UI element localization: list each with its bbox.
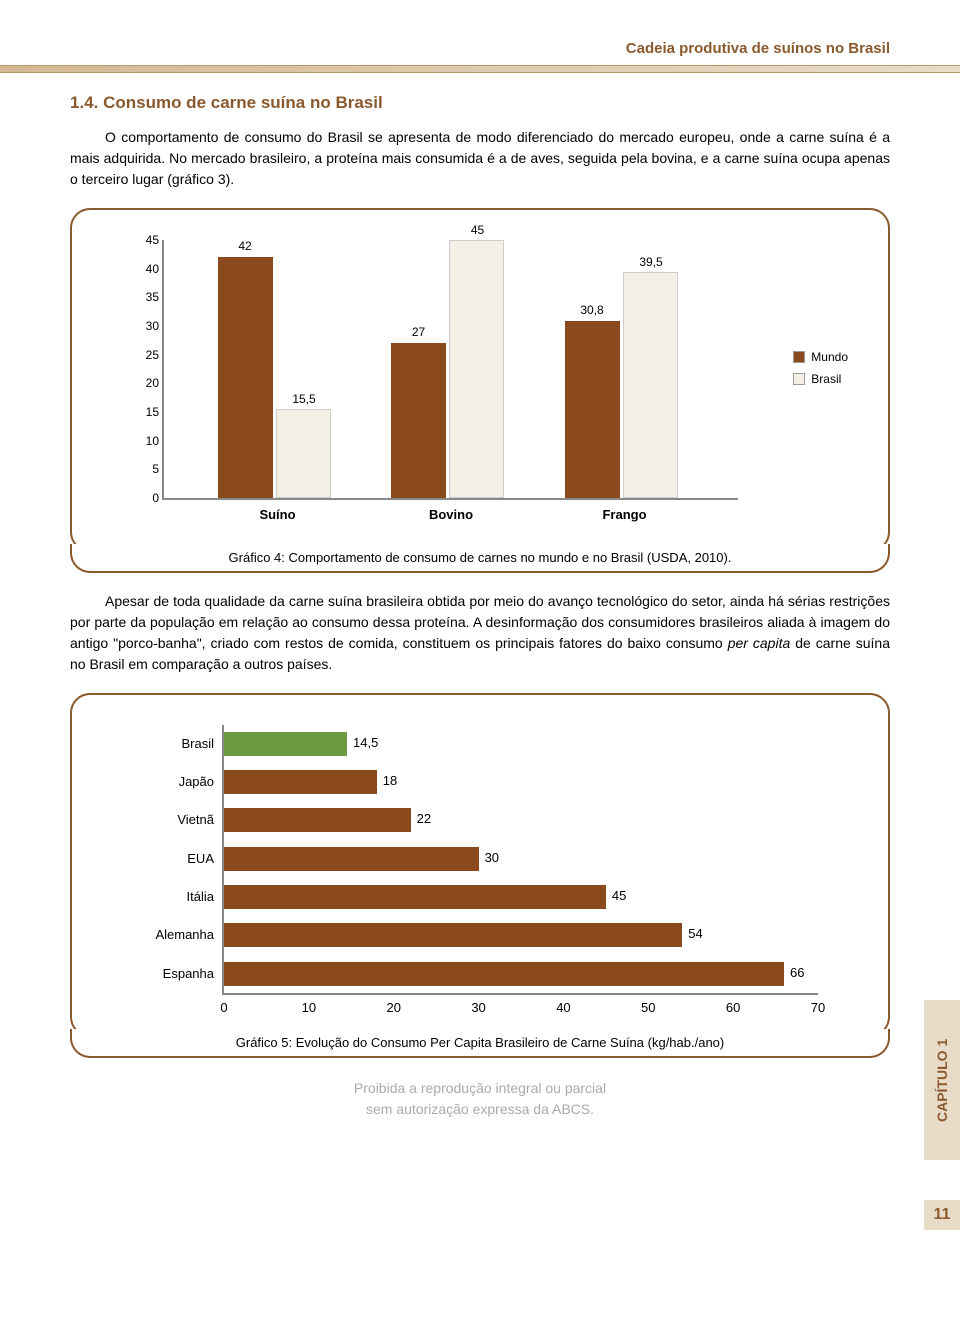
chart2-row-label: Japão (114, 770, 214, 794)
chart1-bar: 30,8 (565, 321, 620, 498)
chart2-bar (224, 732, 347, 756)
chart2-bar (224, 923, 682, 947)
section-title: 1.4. Consumo de carne suína no Brasil (70, 93, 890, 113)
chart2-value-label: 54 (688, 926, 702, 941)
chart2-xtick: 0 (220, 1000, 227, 1015)
chart1-category-label: Frango (565, 507, 685, 522)
chart1-bar-label: 15,5 (277, 392, 332, 406)
page-number: 11 (924, 1200, 960, 1230)
chart1-ytick: 30 (129, 319, 159, 333)
chart1-ytick: 5 (129, 462, 159, 476)
chart1-frame: 0510152025303540454215,5Suíno2745Bovino3… (70, 208, 890, 552)
chart1: 0510152025303540454215,5Suíno2745Bovino3… (112, 230, 848, 540)
paragraph-1: O comportamento de consumo do Brasil se … (70, 127, 890, 190)
chart2-xtick: 50 (641, 1000, 655, 1015)
chart2-bar (224, 885, 606, 909)
chart2-value-label: 30 (485, 850, 499, 865)
chart2-xtick: 60 (726, 1000, 740, 1015)
chart2-row-label: Espanha (114, 962, 214, 986)
legend-label-mundo: Mundo (811, 350, 848, 364)
chart1-bar-label: 42 (218, 239, 273, 253)
chart1-ytick: 20 (129, 376, 159, 390)
footer-line2: sem autorização expressa da ABCS. (70, 1099, 890, 1120)
chart2-bar (224, 770, 377, 794)
chart1-category-label: Bovino (391, 507, 511, 522)
chart1-ytick: 35 (129, 290, 159, 304)
chart1-ytick: 40 (129, 262, 159, 276)
chart2-row-label: EUA (114, 847, 214, 871)
chart2-value-label: 22 (417, 811, 431, 826)
legend-swatch-mundo (793, 351, 805, 363)
chart2-xtick: 20 (386, 1000, 400, 1015)
chart1-bar-label: 27 (391, 325, 446, 339)
chart2-value-label: 14,5 (353, 735, 378, 750)
chart2-xtick: 70 (811, 1000, 825, 1015)
chart2-row-label: Alemanha (114, 923, 214, 947)
chart1-ytick: 15 (129, 405, 159, 419)
chart1-bar: 42 (218, 257, 273, 498)
chart1-ytick: 25 (129, 348, 159, 362)
chart1-bar: 27 (391, 343, 446, 498)
chapter-tab: CAPÍTULO 1 (924, 1000, 960, 1160)
chart2-value-label: 66 (790, 965, 804, 980)
chart2-row-label: Brasil (114, 732, 214, 756)
chart2-value-label: 18 (383, 773, 397, 788)
chart2-caption: Gráfico 5: Evolução do Consumo Per Capit… (70, 1029, 890, 1058)
footer: Proibida a reprodução integral ou parcia… (70, 1078, 890, 1120)
chart1-bar-label: 39,5 (624, 255, 679, 269)
legend-swatch-brasil (793, 373, 805, 385)
chart1-bar: 39,5 (623, 272, 678, 498)
chart1-ytick: 45 (129, 233, 159, 247)
chart2-bar (224, 808, 411, 832)
chart1-ytick: 0 (129, 491, 159, 505)
series-title: Cadeia produtiva de suínos no Brasil (70, 40, 890, 57)
chart1-bar-label: 45 (450, 223, 505, 237)
chart2-row-label: Itália (114, 885, 214, 909)
chart1-bar: 45 (449, 240, 504, 498)
chart2: Brasil 14,5 Japão 18 Vietnã 22 EUA 30 Itália 45 Al… (112, 715, 848, 1025)
paragraph-2: Apesar de toda qualidade da carne suína … (70, 591, 890, 675)
chart1-category-label: Suíno (218, 507, 338, 522)
chart2-xtick: 10 (302, 1000, 316, 1015)
chart1-bar-label: 30,8 (565, 303, 620, 317)
chart2-xtick: 30 (471, 1000, 485, 1015)
header-divider (0, 65, 960, 73)
chart2-value-label: 45 (612, 888, 626, 903)
chart2-row-label: Vietnã (114, 808, 214, 832)
chart1-ytick: 10 (129, 434, 159, 448)
chart2-bar (224, 847, 479, 871)
chart2-bar (224, 962, 784, 986)
footer-line1: Proibida a reprodução integral ou parcia… (70, 1078, 890, 1099)
chart1-caption: Gráfico 4: Comportamento de consumo de c… (70, 544, 890, 573)
chart1-bar: 15,5 (276, 409, 331, 498)
chart1-legend: Mundo Brasil (793, 350, 848, 394)
chart2-frame: Brasil 14,5 Japão 18 Vietnã 22 EUA 30 Itália 45 Al… (70, 693, 890, 1037)
chart2-xtick: 40 (556, 1000, 570, 1015)
legend-label-brasil: Brasil (811, 372, 841, 386)
